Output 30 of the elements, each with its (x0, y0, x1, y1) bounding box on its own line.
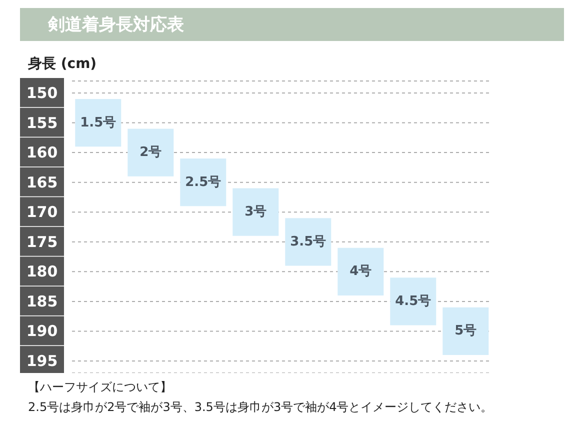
x-tick-label: 4.5号 (395, 294, 432, 309)
x-tick-label: 4号 (350, 264, 372, 280)
y-tick-label: 170 (26, 203, 58, 222)
bar (442, 307, 489, 356)
text: 【ハーフサイズについて】 (28, 379, 173, 396)
y-tick-label: 160 (26, 144, 58, 162)
x-tick-label: 5号 (454, 324, 477, 339)
y-tick-label: 185 (26, 292, 58, 310)
x-tick-label: 3号 (244, 204, 267, 220)
y-tick-label: 165 (26, 173, 58, 192)
y-tick-label: 155 (26, 114, 58, 132)
bar (285, 218, 332, 266)
x-tick-label: 2.5号 (185, 174, 222, 190)
bar (232, 188, 279, 236)
x-tick-label: 1.5号 (80, 115, 116, 130)
bar (128, 128, 174, 176)
bar (75, 98, 122, 147)
text: 2.5号は身巾が2号で袖が3号、3.5号は身巾が3号で袖が4号とイメージしてください。 (28, 399, 494, 416)
y-tick-label: 190 (26, 322, 58, 340)
bar (180, 158, 226, 206)
y-tick-label: 150 (26, 84, 58, 102)
y-tick-label: 175 (26, 232, 58, 251)
x-tick-label: 2号 (140, 145, 162, 160)
chart-title: 剣道着身長対応表 (20, 8, 564, 41)
y-tick-label: 180 (26, 262, 58, 281)
bar (390, 278, 436, 326)
y-axis-title: 身長 (cm) (28, 55, 98, 73)
x-tick-label: 3.5号 (290, 234, 326, 250)
y-tick-label: 195 (26, 352, 58, 370)
bar (338, 248, 384, 296)
